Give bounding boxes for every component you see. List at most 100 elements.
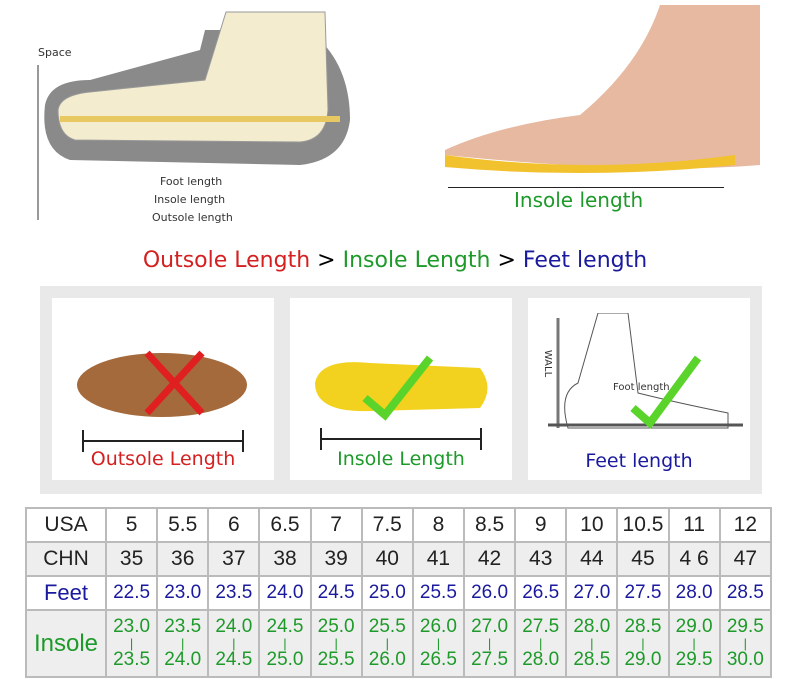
insole-length-label: Insole length xyxy=(154,193,226,206)
insole-max: 28.0 xyxy=(522,649,560,671)
range-separator: | xyxy=(334,635,338,651)
table-cell: 37 xyxy=(207,541,261,577)
table-cell: 24.5 xyxy=(309,575,363,611)
insole-min: 28.0 xyxy=(573,615,611,637)
insole-min: 29.0 xyxy=(675,615,713,637)
table-cell: 27.0 xyxy=(565,575,619,611)
table-cell: 36 xyxy=(156,541,210,577)
length-comparison-headline: Outsole Length > Insole Length > Feet le… xyxy=(0,248,790,273)
row-header: Insole xyxy=(25,609,107,678)
table-cell: 26.0 xyxy=(462,575,517,611)
insole-min: 23.0 xyxy=(113,615,151,637)
panel-label: Feet length xyxy=(585,450,693,472)
insole-max: 23.5 xyxy=(113,649,151,671)
row-header: Feet xyxy=(25,575,107,611)
table-cell: 23.5 | 24.0 xyxy=(156,609,210,678)
foot-on-insole-photo: Insole length xyxy=(440,5,760,225)
insole-min: 27.0 xyxy=(471,615,509,637)
panel-feet: WALL Foot length Feet length xyxy=(528,298,750,480)
table-cell: 27.0 | 27.5 xyxy=(462,609,517,678)
range-separator: | xyxy=(487,635,492,651)
insole-length-photo-label: Insole length xyxy=(510,188,648,212)
wall-label: WALL xyxy=(542,349,554,378)
insole-max: 26.5 xyxy=(419,649,457,671)
table-cell: 29.5 | 30.0 xyxy=(718,609,773,678)
table-cell: 9 xyxy=(514,507,568,543)
table-cell: 6.5 xyxy=(258,507,312,543)
table-cell: 23.0 xyxy=(156,575,210,611)
greater-than: > xyxy=(490,248,523,273)
table-cell: 39 xyxy=(309,541,363,577)
table-cell: 40 xyxy=(360,541,414,577)
insole-max: 27.5 xyxy=(471,649,509,671)
table-cell: 10 xyxy=(565,507,619,543)
range-separator: | xyxy=(436,635,441,651)
insole-max: 30.0 xyxy=(726,649,764,671)
table-cell: 4 6 xyxy=(667,541,721,577)
table-cell: 44 xyxy=(565,541,619,577)
measure-line xyxy=(320,428,482,450)
shoe-sole-illustration xyxy=(77,350,247,417)
cross-icon xyxy=(144,350,205,416)
table-cell: 27.5 | 28.0 xyxy=(514,609,568,678)
table-row-insole: Insole 23.0 | 23.5 23.5 | 24.0 24.0 | 24.5 24.5 | 25… xyxy=(25,609,773,678)
table-row-usa: USA 5 5.5 6 6.5 7 7.5 8 8.5 9 10 10.5 11 12 xyxy=(25,507,773,543)
insole-min: 27.5 xyxy=(522,615,560,637)
table-cell: 7 xyxy=(309,507,363,543)
row-header: CHN xyxy=(25,541,107,577)
panel-label: Outsole Length xyxy=(90,448,236,470)
table-cell: 45 xyxy=(616,541,670,577)
panel-label: Insole Length xyxy=(337,448,465,470)
range-separator: | xyxy=(539,635,543,651)
table-cell: 10.5 xyxy=(616,507,670,543)
greater-than: > xyxy=(310,248,343,273)
range-separator: | xyxy=(590,635,594,651)
table-cell: 35 xyxy=(104,541,159,577)
check-icon xyxy=(630,355,702,429)
insole-length-text: Insole Length xyxy=(342,248,491,273)
foot-length-label: Foot length xyxy=(613,382,670,393)
range-separator: | xyxy=(181,635,185,651)
panel-outsole: Outsole Length xyxy=(52,298,274,480)
table-cell: 28.5 xyxy=(718,575,773,611)
insole-min: 24.5 xyxy=(266,615,304,637)
insole-min: 29.5 xyxy=(726,615,764,637)
table-cell: 6 xyxy=(207,507,261,543)
insole-max: 24.5 xyxy=(215,649,253,671)
table-cell: 7.5 xyxy=(360,507,414,543)
range-separator: | xyxy=(743,635,748,651)
panel-insole: Insole Length xyxy=(290,298,512,480)
insole-min: 25.5 xyxy=(368,615,406,637)
table-cell: 25.5 | 26.0 xyxy=(360,609,414,678)
insole-max: 28.5 xyxy=(573,649,611,671)
table-cell: 26.0 | 26.5 xyxy=(411,609,465,678)
range-separator: | xyxy=(385,635,389,651)
table-cell: 25.5 xyxy=(411,575,465,611)
insole-min: 25.0 xyxy=(317,615,355,637)
table-cell: 41 xyxy=(411,541,465,577)
insole-max: 24.0 xyxy=(164,649,202,671)
insole-max: 29.0 xyxy=(624,649,662,671)
insole-max: 25.5 xyxy=(317,649,355,671)
check-icon xyxy=(362,355,434,421)
range-separator: | xyxy=(641,635,645,651)
table-cell: 12 xyxy=(718,507,773,543)
table-cell: 42 xyxy=(462,541,517,577)
table-cell: 28.0 xyxy=(667,575,721,611)
insole-max: 25.0 xyxy=(266,649,304,671)
outsole-length-text: Outsole Length xyxy=(142,248,311,273)
size-chart-table: USA 5 5.5 6 6.5 7 7.5 8 8.5 9 10 10.5 11 12 CHN 35 36 37 3… xyxy=(25,507,773,678)
range-separator: | xyxy=(692,635,696,651)
table-cell: 5 xyxy=(104,507,159,543)
insole-min: 23.5 xyxy=(164,615,202,637)
table-cell: 23.0 | 23.5 xyxy=(104,609,159,678)
table-cell: 11 xyxy=(667,507,721,543)
shoe-cross-section-diagram: Space Foot length Insole length Outsole … xyxy=(30,10,370,230)
table-cell: 8.5 xyxy=(462,507,517,543)
measure-line xyxy=(82,430,244,452)
table-cell: 43 xyxy=(514,541,568,577)
insole-min: 26.0 xyxy=(419,615,457,637)
table-cell: 24.5 | 25.0 xyxy=(258,609,312,678)
range-separator: | xyxy=(129,635,134,651)
table-cell: 38 xyxy=(258,541,312,577)
